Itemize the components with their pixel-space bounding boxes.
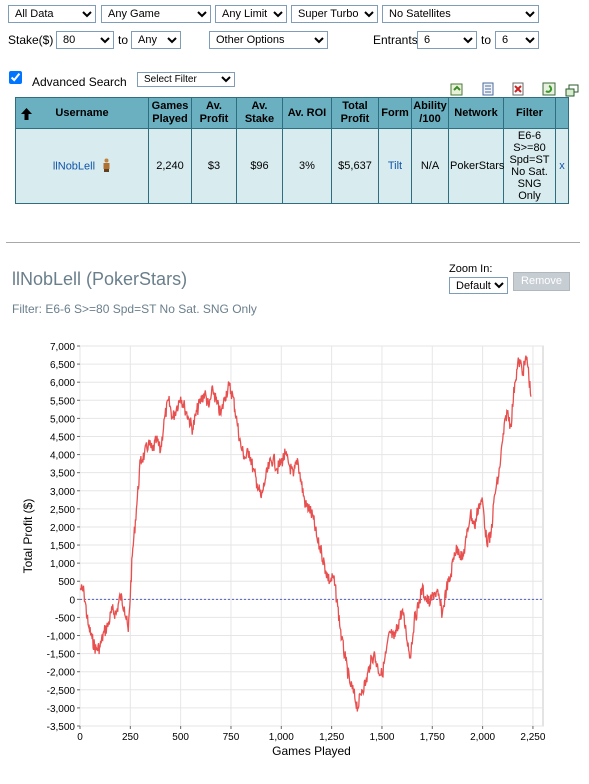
sort-up-arrow-icon[interactable] [20, 107, 32, 124]
y-tick-label: 2,500 [50, 505, 75, 516]
refresh-icon[interactable] [542, 82, 556, 96]
y-axis-ticks: 7,000 6,500 6,000 5,500 5,000 4,500 4,000 3,500… [47, 342, 80, 733]
y-tick-label: 3,500 [50, 469, 75, 480]
y-tick-label: 4,500 [50, 432, 75, 443]
game-select[interactable]: Any Game [101, 5, 211, 23]
results-table: Username Games Played Av. Profit Av. Sta… [15, 97, 569, 204]
print-icon[interactable] [481, 82, 495, 96]
export-icon[interactable] [450, 82, 464, 96]
form-header[interactable]: Form [378, 97, 412, 129]
profit-line [79, 355, 532, 712]
remove-row-link[interactable]: x [559, 160, 565, 172]
av-stake-header[interactable]: Av. Stake [236, 97, 283, 129]
y-tick-label: -2,000 [47, 668, 76, 679]
x-tick-label: 2,250 [520, 732, 545, 743]
av-stake-cell: $96 [236, 128, 283, 204]
x-tick-label: 500 [172, 732, 189, 743]
username-cell: llNobLell [15, 128, 149, 204]
form-cell: Tilt [378, 128, 412, 204]
speed-select[interactable]: Super Turbo [291, 5, 378, 23]
other-options-select[interactable]: Other Options [209, 31, 328, 49]
stake-to-label: to [118, 33, 129, 47]
x-tick-label: 1,250 [319, 732, 344, 743]
x-tick-label: 750 [223, 732, 240, 743]
remove-button[interactable]: Remove [513, 272, 570, 291]
total-profit-cell: $5,637 [331, 128, 379, 204]
stake-max-select[interactable]: Any [131, 31, 181, 49]
player-title: llNobLell (PokerStars) [12, 269, 188, 289]
x-tick-label: 250 [122, 732, 139, 743]
table-header-row: Username Games Played Av. Profit Av. Sta… [15, 97, 569, 129]
section-divider [6, 242, 580, 243]
plot-area [79, 345, 544, 727]
y-tick-label: 6,000 [50, 378, 75, 389]
y-tick-label: -3,000 [47, 704, 76, 715]
y-tick-label: -1,500 [47, 650, 76, 661]
limit-select[interactable]: Any Limit [215, 5, 287, 23]
satellites-select[interactable]: No Satellites [382, 5, 539, 23]
av-roi-cell: 3% [282, 128, 332, 204]
network-header[interactable]: Network [448, 97, 504, 129]
select-filter-select[interactable]: Select Filter [137, 72, 235, 87]
x-tick-label: 2,000 [470, 732, 495, 743]
y-tick-label: -500 [55, 613, 75, 624]
y-tick-label: 6,500 [50, 360, 75, 371]
y-tick-label: 3,000 [50, 487, 75, 498]
stake-label: Stake($) [8, 33, 54, 47]
x-axis-label: Games Played [272, 744, 351, 758]
y-tick-label: -1,000 [47, 632, 76, 643]
filter-summary: Filter: E6-6 S>=80 Spd=ST No Sat. SNG On… [12, 302, 257, 316]
header-spacer [555, 97, 569, 129]
y-tick-label: 4,000 [50, 451, 75, 462]
username-header-label: Username [55, 106, 109, 119]
delete-icon[interactable] [511, 82, 525, 96]
player-figure-icon [102, 158, 111, 175]
games-played-cell: 2,240 [148, 128, 192, 204]
ability-header[interactable]: Ability /100 [411, 97, 449, 129]
av-profit-cell: $3 [191, 128, 237, 204]
y-tick-label: 1,000 [50, 559, 75, 570]
entrants-to-label: to [481, 33, 492, 47]
stake-min-select[interactable]: 80 [56, 31, 114, 49]
zoom-label: Zoom In: [449, 263, 493, 275]
total-profit-header[interactable]: Total Profit [331, 97, 379, 129]
x-tick-label: 0 [77, 732, 83, 743]
y-tick-label: 0 [69, 595, 75, 606]
profit-chart: 7,000 6,500 6,000 5,500 5,000 4,500 4,000 3,500… [21, 342, 546, 758]
advanced-search-checkbox[interactable] [9, 71, 22, 84]
filter-cell: E6-6 S>=80 Spd=ST No Sat. SNG Only [503, 128, 556, 204]
y-tick-label: -3,500 [47, 722, 76, 733]
y-tick-label: 500 [58, 577, 75, 588]
form-link[interactable]: Tilt [387, 160, 403, 172]
y-tick-label: 5,500 [50, 396, 75, 407]
filter-header: Filter [503, 97, 556, 129]
network-cell: PokerStars [448, 128, 504, 204]
zoom-select[interactable]: Default [449, 277, 508, 294]
y-tick-label: 7,000 [50, 342, 75, 353]
username-header[interactable]: Username [15, 97, 149, 129]
username-link[interactable]: llNobLell [52, 159, 96, 172]
entrants-min-select[interactable]: 6 [417, 31, 477, 49]
y-axis-label: Total Profit ($) [21, 499, 35, 574]
x-axis-ticks: 0 250 500 750 1,000 1,250 1,500 1,750 2,000 2,250 [77, 726, 546, 743]
entrants-max-select[interactable]: 6 [495, 31, 539, 49]
y-tick-label: 2,000 [50, 523, 75, 534]
av-roi-header[interactable]: Av. ROI [282, 97, 332, 129]
entrants-label: Entrants [373, 33, 418, 47]
y-tick-label: 1,500 [50, 541, 75, 552]
y-tick-label: -2,500 [47, 686, 76, 697]
x-tick-label: 1,000 [269, 732, 294, 743]
remove-row-cell: x [555, 128, 569, 204]
data-range-select[interactable]: All Data [8, 5, 96, 23]
popout-icon[interactable] [565, 84, 579, 98]
table-row: llNobLell 2,240 $3 $96 3% $5,637 Tilt N/… [15, 128, 569, 204]
games-played-header[interactable]: Games Played [148, 97, 192, 129]
av-profit-header[interactable]: Av. Profit [191, 97, 237, 129]
x-tick-label: 1,500 [369, 732, 394, 743]
ability-cell: N/A [411, 128, 449, 204]
advanced-search-label: Advanced Search [32, 75, 127, 89]
y-tick-label: 5,000 [50, 414, 75, 425]
x-tick-label: 1,750 [420, 732, 445, 743]
